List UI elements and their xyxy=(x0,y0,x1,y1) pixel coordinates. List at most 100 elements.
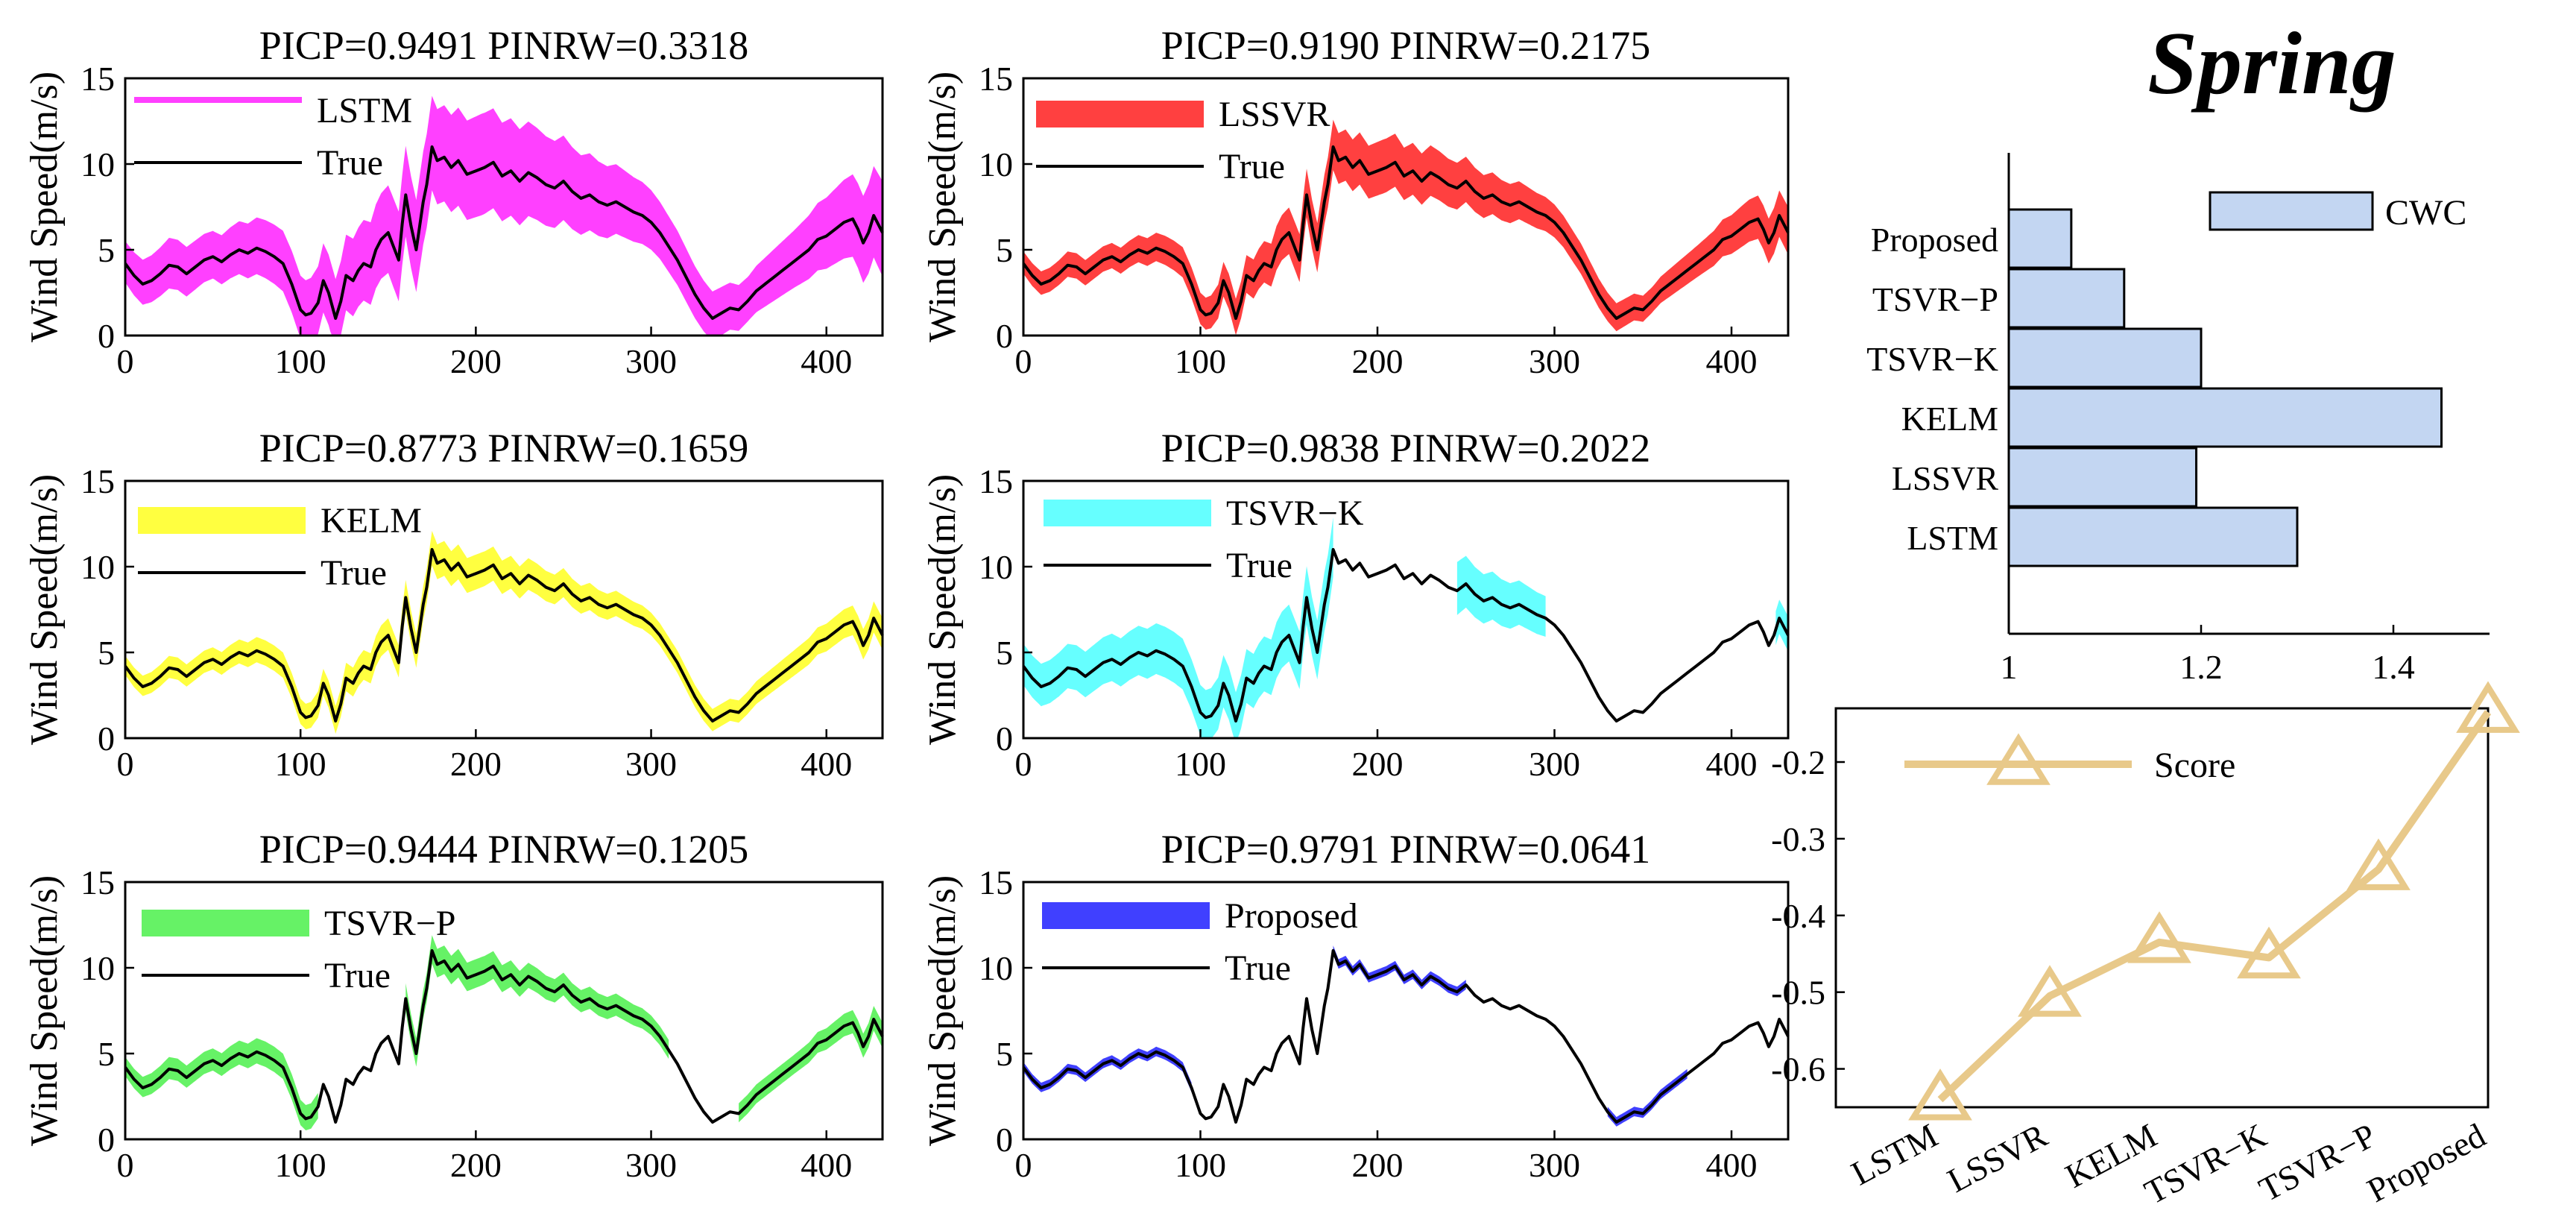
x-tick-label: 400 xyxy=(801,745,852,783)
legend-swatch-interval xyxy=(134,97,302,103)
plot-frame xyxy=(1022,77,1790,337)
true-series-line xyxy=(1022,949,1790,1124)
score-legend-label: Score xyxy=(2154,746,2235,785)
y-tick-label: 10 xyxy=(979,949,1013,987)
score-y-tick-label: -0.4 xyxy=(1771,897,1825,935)
legend-label-interval: Proposed xyxy=(1225,896,1358,936)
panel-title: PICP=0.9190 PINRW=0.2175 xyxy=(1161,23,1651,68)
x-tick-label: 300 xyxy=(1529,342,1580,380)
x-tick-label: 300 xyxy=(1529,1146,1580,1184)
interval-band-segment xyxy=(125,1038,318,1130)
x-tick-label: 100 xyxy=(275,342,326,380)
bar-x-tick-label: 1.4 xyxy=(2372,648,2415,686)
y-tick-label: 15 xyxy=(80,462,115,500)
legend-swatch-interval xyxy=(1044,500,1211,526)
score-x-tick-label: LSSVR xyxy=(1941,1116,2053,1200)
cwc-bar xyxy=(2007,506,2299,567)
interval-band-segment xyxy=(1023,517,1333,738)
x-tick-label: 0 xyxy=(1015,342,1032,380)
score-x-tick-label: TSVR−K xyxy=(2138,1116,2273,1212)
y-axis-label: Wind Speed(m/s) xyxy=(23,474,66,745)
figure-title: Spring xyxy=(2147,13,2396,113)
cwc-bar xyxy=(2007,327,2203,388)
plot-frame xyxy=(124,881,884,1141)
bar-category-label: TSVR−P xyxy=(1872,280,1998,318)
y-axis-label: Wind Speed(m/s) xyxy=(921,72,964,342)
plot-frame xyxy=(124,77,884,337)
y-tick-label: 15 xyxy=(979,60,1013,98)
legend-swatch-interval xyxy=(1036,101,1204,127)
true-series-line xyxy=(124,949,884,1124)
cwc-legend-label: CWC xyxy=(2385,193,2466,233)
y-tick-label: 10 xyxy=(80,548,115,586)
x-tick-label: 0 xyxy=(1015,745,1032,783)
x-tick-label: 400 xyxy=(1706,745,1758,783)
bar-x-tick-label: 1 xyxy=(2001,648,2018,686)
cwc-bar-panel: Proposed TSVR−P TSVR−K KELM LSSVR LSTM 1 1.2 1.4… xyxy=(1866,153,2490,686)
x-tick-label: 100 xyxy=(1175,745,1226,783)
y-tick-label: 15 xyxy=(979,863,1013,901)
score-marker xyxy=(1908,1068,1972,1121)
bar-x-tick-label: 1.2 xyxy=(2179,648,2223,686)
y-tick-label: 5 xyxy=(98,634,115,672)
x-tick-label: 0 xyxy=(1015,1146,1032,1184)
legend-swatch-interval xyxy=(1042,902,1210,929)
panel-title: PICP=0.9838 PINRW=0.2022 xyxy=(1161,426,1651,470)
y-tick-label: 0 xyxy=(98,720,115,758)
line-panel-4: 0 100 200 300 400 0 5 10 15 PICP=0.9838 PINRW=0.2… xyxy=(921,426,1790,783)
y-tick-label: 15 xyxy=(80,863,115,901)
y-axis-label: Wind Speed(m/s) xyxy=(921,875,964,1146)
plot-frame xyxy=(1022,479,1790,740)
legend-label-true: True xyxy=(1226,546,1292,585)
y-tick-label: 5 xyxy=(996,1035,1013,1073)
x-tick-label: 200 xyxy=(1352,745,1404,783)
y-tick-label: 0 xyxy=(996,317,1013,355)
line-panel-2: 0 100 200 300 400 0 5 10 15 PICP=0.9190 PINRW=0.2… xyxy=(921,23,1790,380)
x-tick-label: 300 xyxy=(625,745,677,783)
true-series-line xyxy=(1022,548,1790,722)
interval-band-segment xyxy=(1023,119,1788,336)
panel-title: PICP=0.9444 PINRW=0.1205 xyxy=(259,827,749,872)
legend-label-interval: TSVR−P xyxy=(324,904,455,943)
y-tick-label: 5 xyxy=(98,1035,115,1073)
y-tick-label: 5 xyxy=(98,231,115,269)
interval-band-segment xyxy=(405,935,669,1067)
bar-category-label: LSSVR xyxy=(1892,459,1998,497)
x-tick-label: 100 xyxy=(275,1146,326,1184)
score-x-tick-label: Proposed xyxy=(2361,1116,2492,1209)
interval-band-segment xyxy=(1023,1046,1192,1092)
y-tick-label: 0 xyxy=(98,1121,115,1159)
legend-label-interval: KELM xyxy=(321,501,422,541)
score-marker xyxy=(2346,838,2411,890)
interval-band-segment xyxy=(125,531,883,734)
interval-band-segment xyxy=(1607,1068,1688,1127)
x-tick-label: 300 xyxy=(1529,745,1580,783)
score-y-tick-label: -0.3 xyxy=(1771,820,1825,858)
legend-label-true: True xyxy=(1219,147,1285,186)
x-tick-label: 100 xyxy=(1175,342,1226,380)
interval-band-segment xyxy=(125,95,883,336)
x-tick-label: 300 xyxy=(625,1146,677,1184)
cwc-legend-swatch xyxy=(2209,191,2374,231)
interval-band-segment xyxy=(739,1006,883,1123)
x-tick-label: 200 xyxy=(450,342,502,380)
x-tick-label: 200 xyxy=(1352,1146,1404,1184)
x-tick-label: 100 xyxy=(1175,1146,1226,1184)
panel-title: PICP=0.9791 PINRW=0.0641 xyxy=(1161,827,1651,872)
y-axis-label: Wind Speed(m/s) xyxy=(23,72,66,342)
y-axis-label: Wind Speed(m/s) xyxy=(23,875,66,1146)
x-tick-label: 200 xyxy=(450,745,502,783)
panel-title: PICP=0.8773 PINRW=0.1659 xyxy=(259,426,749,470)
score-marker xyxy=(2127,911,2191,963)
cwc-bar xyxy=(2007,447,2198,508)
x-tick-label: 300 xyxy=(625,342,677,380)
legend-label-interval: LSTM xyxy=(317,91,412,130)
x-tick-label: 400 xyxy=(1706,1146,1758,1184)
line-panel-1: 0 100 200 300 400 0 5 10 15 PICP=0.9491 PINRW=0.3… xyxy=(23,23,884,380)
legend-label-true: True xyxy=(324,956,391,995)
bar-category-label: KELM xyxy=(1901,400,1998,438)
x-tick-label: 0 xyxy=(117,745,134,783)
x-tick-label: 400 xyxy=(801,1146,852,1184)
